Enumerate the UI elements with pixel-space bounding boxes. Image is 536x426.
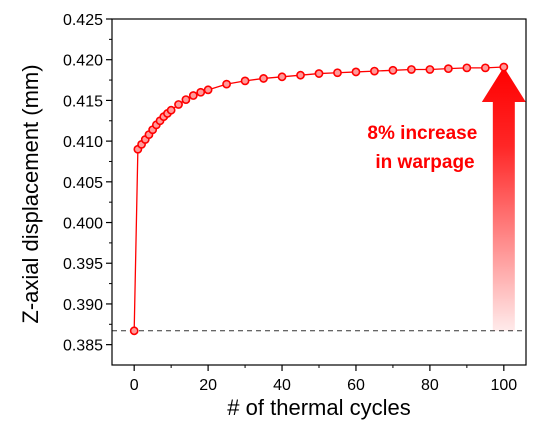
data-point — [407, 65, 416, 74]
data-point — [222, 79, 231, 89]
data-point — [443, 64, 453, 74]
arrow-layer — [481, 67, 526, 331]
increase-arrow — [481, 67, 526, 331]
y-axis-title: Z-axial displacement (mm) — [18, 64, 43, 323]
x-axis: 0 20 40 60 80 100 — [130, 365, 517, 394]
data-point — [425, 65, 435, 74]
data-point — [499, 62, 509, 72]
x-axis-title: # of thermal cycles — [227, 395, 410, 420]
x-tick-label: 60 — [347, 377, 365, 394]
data-point — [196, 87, 206, 97]
data-point — [166, 105, 176, 115]
data-point — [351, 67, 361, 77]
annotation-text: 8% increase in warpage — [367, 123, 482, 173]
y-tick-label: 0.385 — [63, 338, 103, 355]
data-series — [129, 62, 509, 336]
x-tick-label: 0 — [130, 377, 139, 394]
data-point — [181, 95, 191, 104]
data-point — [333, 68, 342, 78]
y-tick-label: 0.400 — [63, 216, 103, 233]
x-tick-label: 80 — [421, 377, 439, 394]
y-tick-label: 0.390 — [63, 297, 103, 314]
data-point — [462, 63, 472, 73]
y-tick-label: 0.405 — [63, 175, 103, 192]
y-axis: 0.385 0.390 0.395 0.400 0.405 0.410 0.415 0.420… — [63, 12, 112, 355]
data-point — [370, 66, 379, 76]
series-line — [133, 66, 504, 331]
y-tick-label: 0.425 — [63, 12, 103, 29]
data-point — [240, 76, 250, 86]
data-point — [188, 91, 198, 100]
data-point — [259, 74, 268, 83]
x-tick-label: 40 — [273, 377, 291, 394]
data-point — [174, 100, 183, 109]
data-point — [296, 70, 305, 80]
data-point — [314, 69, 324, 78]
y-tick-label: 0.420 — [63, 53, 103, 70]
x-tick-label: 20 — [199, 377, 217, 394]
y-tick-label: 0.415 — [63, 93, 103, 110]
annotation-line-1: 8% increase — [367, 123, 477, 144]
y-tick-label: 0.395 — [63, 256, 103, 273]
data-point — [129, 326, 139, 336]
annotation-line-2: in warpage — [375, 152, 474, 173]
data-point — [388, 65, 398, 75]
data-point — [203, 85, 213, 95]
data-point — [277, 72, 287, 82]
x-tick-label: 100 — [490, 377, 517, 394]
y-tick-label: 0.410 — [63, 134, 103, 151]
data-point — [480, 63, 490, 73]
